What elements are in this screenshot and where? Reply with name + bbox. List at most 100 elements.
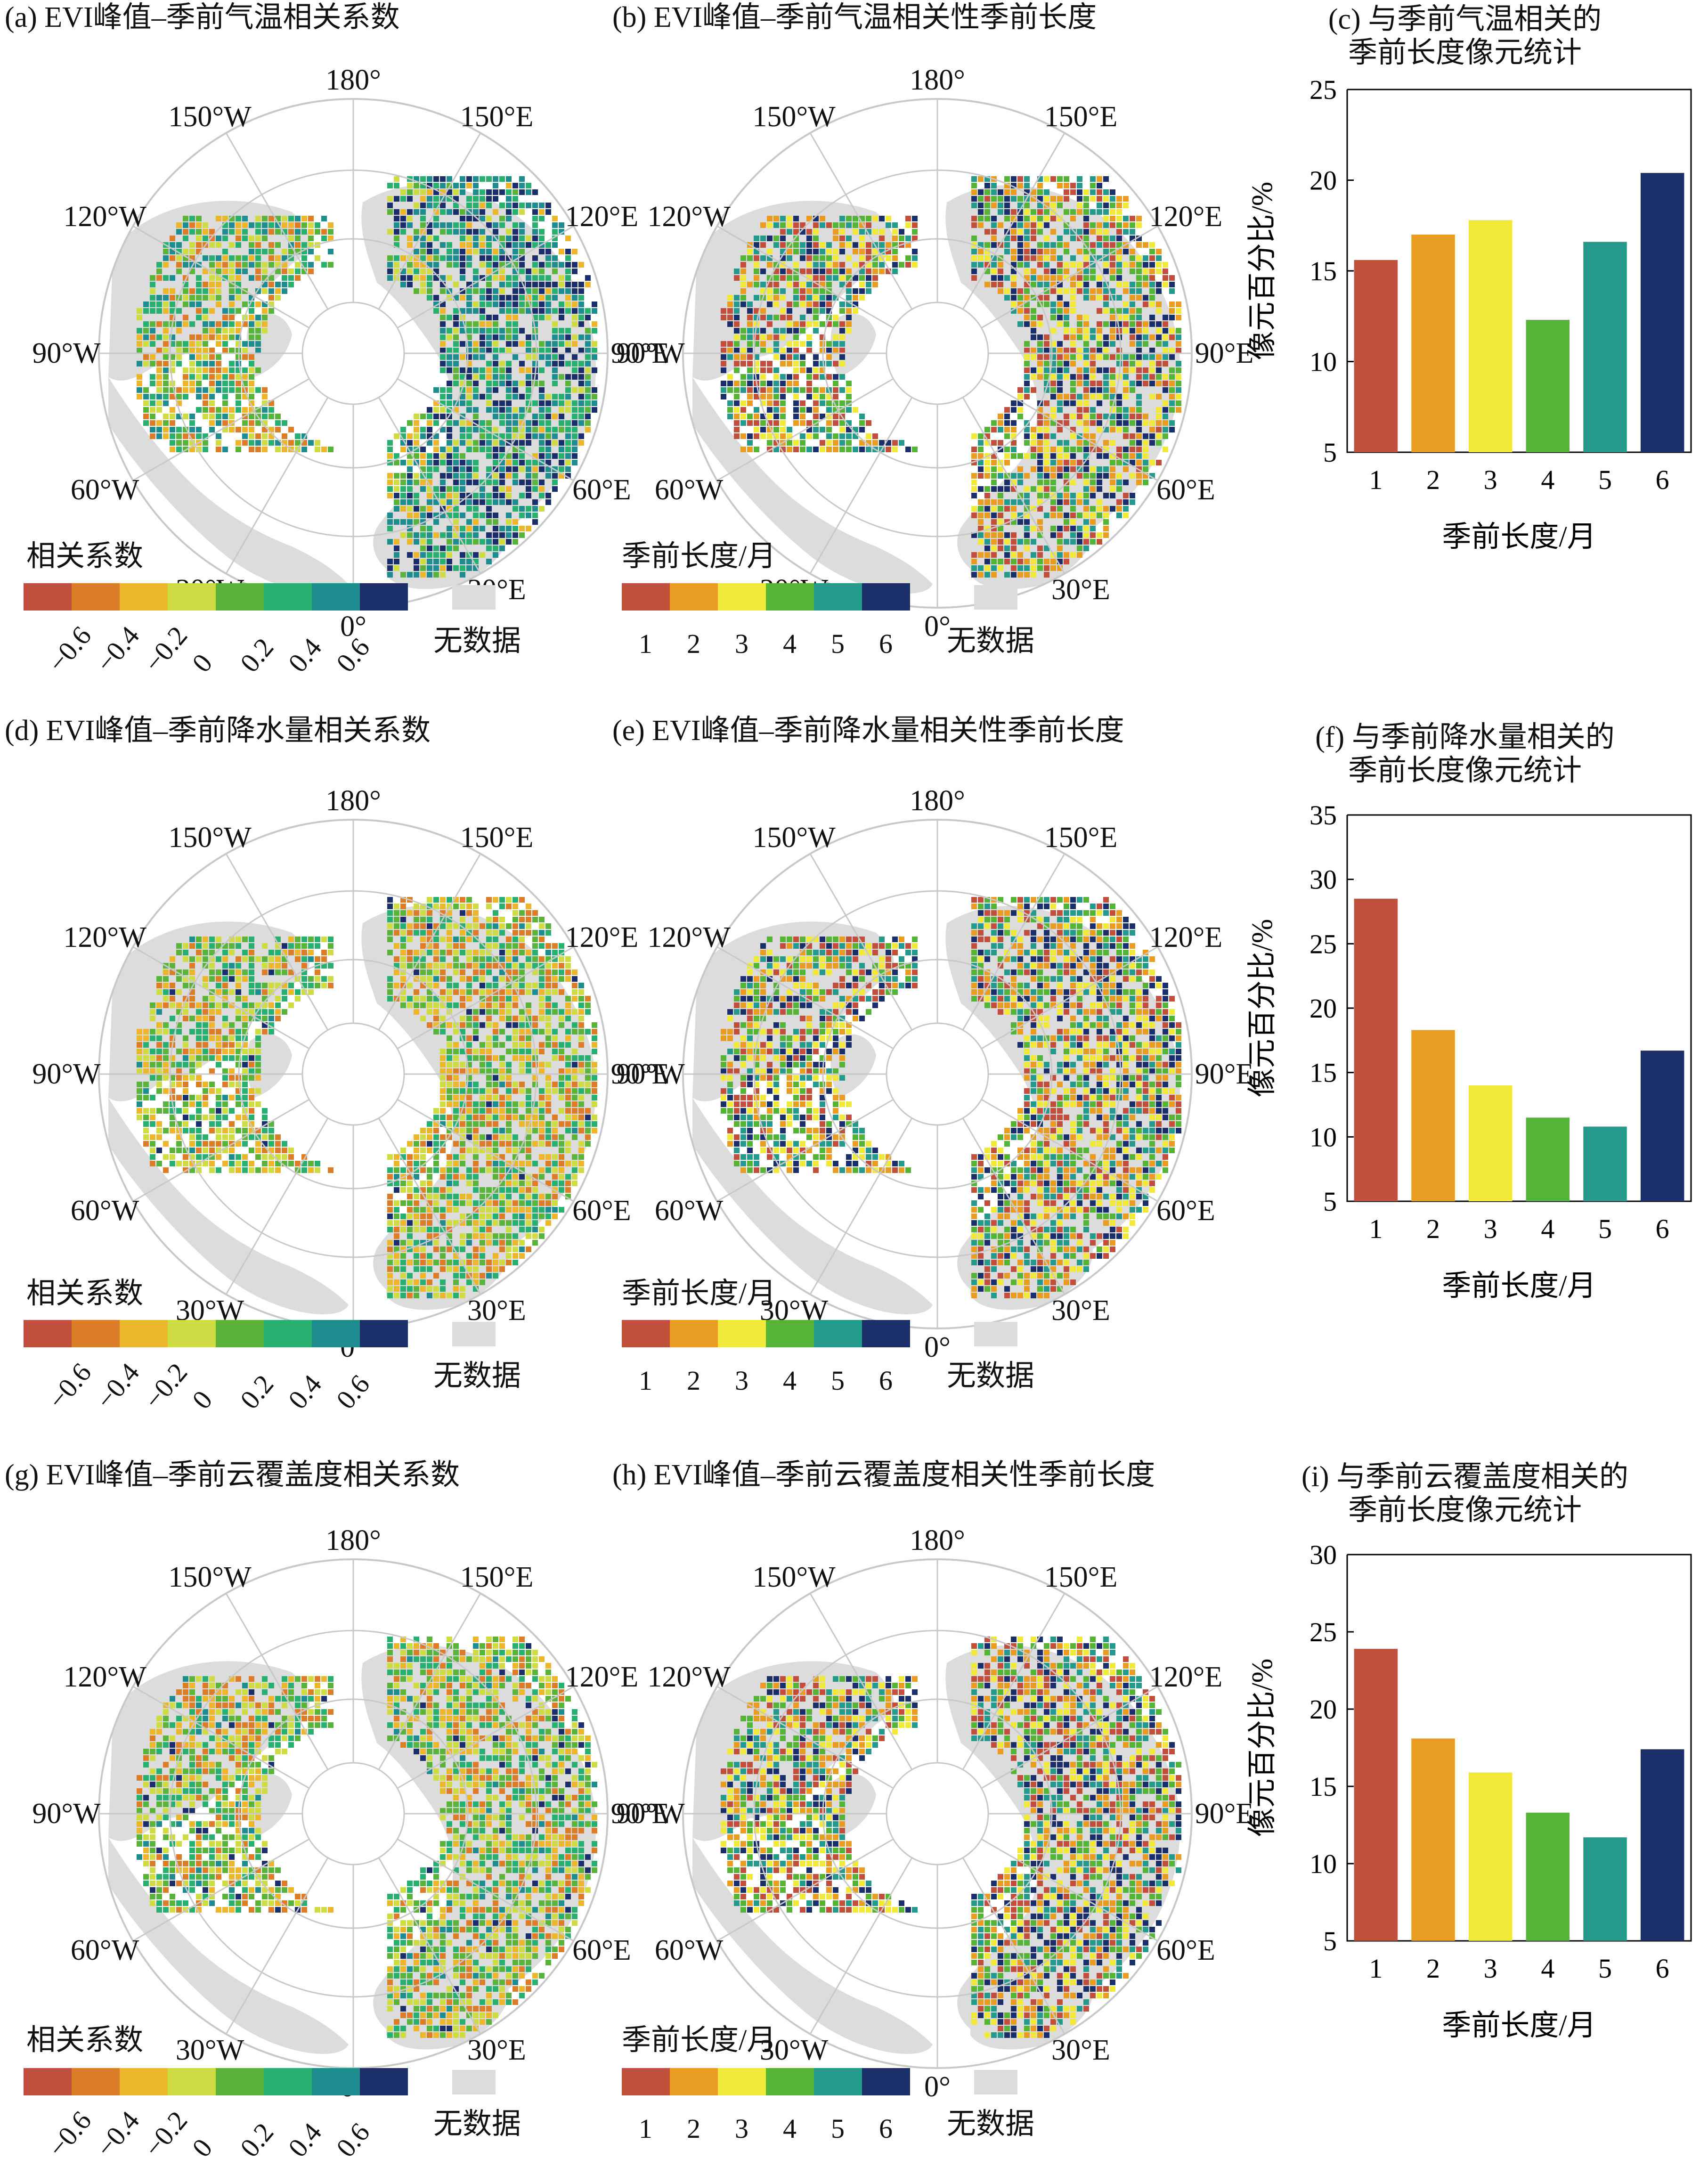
- corr-swatch-7: [312, 583, 360, 611]
- corr-tick-4: 0: [186, 648, 219, 678]
- corr-tick-1: −0.6: [41, 620, 98, 678]
- x-tick-label: 1: [1369, 1953, 1383, 1984]
- season-swatch-3: [718, 1320, 766, 1347]
- x-tick-label: 1: [1369, 464, 1383, 495]
- map-border: [682, 819, 1193, 1329]
- corr-tick-3: −0.2: [138, 1357, 194, 1415]
- season-color-bar-b: [622, 583, 910, 611]
- x-tick-label: 4: [1541, 1214, 1554, 1244]
- season-swatch-3: [718, 583, 766, 611]
- polar-map-svg: [682, 98, 1193, 609]
- chart-title-i-line1: (i) 与季前云覆盖度相关的: [1301, 1461, 1629, 1493]
- corr-tick-6: 0.4: [282, 632, 328, 678]
- map-label-180deg: 180°: [325, 1524, 381, 1556]
- data-pixels: [137, 897, 597, 1298]
- corr-swatch-8: [360, 583, 408, 611]
- map-label-150degE: 150°E: [1044, 100, 1118, 133]
- map-border: [682, 98, 1193, 609]
- season-tick-6: 6: [879, 628, 893, 659]
- chart-title-c-line2: 季前长度像元统计: [1348, 37, 1582, 69]
- y-tick-label: 15: [1309, 256, 1337, 286]
- corr-tick-3: −0.2: [138, 2105, 194, 2163]
- corr-tick-6: 0.4: [282, 1369, 328, 1415]
- nodata-label-b: 无数据: [947, 625, 1035, 657]
- map-label-30degE: 30°E: [1051, 2034, 1110, 2067]
- plot-frame: [1346, 89, 1692, 453]
- chart-title-c-line1: (c) 与季前气温相关的: [1328, 3, 1602, 35]
- polar-map-svg: [682, 819, 1193, 1329]
- y-tick-label: 35: [1309, 800, 1337, 831]
- map-label-150degE: 150°E: [460, 1561, 534, 1593]
- map-title-a: (a) EVI峰值–季前气温相关系数: [5, 1, 400, 33]
- corr-swatch-3: [120, 583, 168, 611]
- season-color-bar-e: [622, 1320, 910, 1347]
- season-swatch-2: [670, 2068, 718, 2095]
- y-tick-label: 15: [1309, 1771, 1337, 1802]
- map-label-90degW: 90°W: [616, 337, 685, 369]
- map-label-150degW: 150°W: [752, 100, 836, 133]
- corr-tick-1: −0.6: [41, 2105, 98, 2163]
- map-label-90degW: 90°W: [616, 1798, 685, 1830]
- bar-4: [1526, 319, 1570, 452]
- map-title-h: (h) EVI峰值–季前云覆盖度相关性季前长度: [612, 1459, 1155, 1491]
- bar-6: [1640, 1051, 1684, 1201]
- x-tick-label: 5: [1598, 1953, 1612, 1984]
- bar-2: [1411, 235, 1455, 452]
- map-label-120degE: 120°E: [565, 1661, 639, 1693]
- land-area: [108, 1098, 349, 1314]
- y-tick-label: 5: [1323, 437, 1337, 468]
- polar-map-a: [94, 94, 612, 612]
- map-label-0deg: 0°: [340, 611, 366, 643]
- season-tick-6: 6: [879, 1365, 893, 1396]
- x-tick-label: 2: [1426, 1953, 1440, 1984]
- y-tick-label: 15: [1309, 1058, 1337, 1088]
- polar-map-svg: [98, 98, 609, 609]
- nodata-label-e: 无数据: [947, 1360, 1035, 1392]
- season-swatch-1: [622, 583, 670, 611]
- nodata-label-h: 无数据: [947, 2108, 1035, 2140]
- map-label-0deg: 0°: [924, 1331, 951, 1363]
- bar-3: [1468, 1772, 1513, 1941]
- season-tick-4: 4: [783, 2113, 797, 2144]
- map-label-150degW: 150°W: [168, 100, 252, 133]
- map-label-60degE: 60°E: [1156, 1195, 1215, 1227]
- map-label-120degE: 120°E: [1149, 1661, 1223, 1693]
- season-swatch-3: [718, 2068, 766, 2095]
- season-swatch-6: [862, 2068, 910, 2095]
- graticule: [682, 98, 1193, 609]
- bar-2: [1411, 1738, 1455, 1941]
- y-axis-label: 像元百分比/%: [1246, 1659, 1278, 1837]
- map-label-180deg: 180°: [325, 64, 381, 96]
- corr-tick-2: −0.4: [89, 2105, 146, 2163]
- y-tick-label: 5: [1323, 1186, 1337, 1217]
- corr-swatch-3: [120, 2068, 168, 2095]
- x-axis-label: 季前长度/月: [1442, 2010, 1596, 2042]
- map-label-60degW: 60°W: [654, 474, 724, 506]
- y-tick-label: 10: [1309, 1122, 1337, 1152]
- map-label-30degE: 30°E: [467, 1295, 526, 1327]
- data-pixels: [137, 1637, 597, 2038]
- map-label-90degE: 90°E: [1195, 1058, 1254, 1090]
- legend-title-b: 季前长度/月: [622, 540, 776, 572]
- legend-title-d: 相关系数: [26, 1278, 144, 1310]
- bar-chart-i: 5 10 15 20 25 30 1 2 3 4 5 6 季前长度/月 像元百分比/%: [1246, 1540, 1692, 2042]
- corr-swatch-5: [216, 583, 264, 611]
- corr-tick-5: 0.2: [234, 1369, 280, 1415]
- season-tick-4: 4: [783, 628, 797, 659]
- corr-swatch-1: [24, 2068, 72, 2095]
- map-label-120degE: 120°E: [565, 201, 639, 233]
- map-label-60degE: 60°E: [572, 1934, 631, 1966]
- season-swatch-6: [862, 583, 910, 611]
- corr-swatch-7: [312, 1320, 360, 1347]
- corr-swatch-6: [264, 1320, 312, 1347]
- map-title-e: (e) EVI峰值–季前降水量相关性季前长度: [612, 715, 1124, 747]
- map-label-30degE: 30°E: [1051, 574, 1110, 606]
- season-tick-4: 4: [783, 1365, 797, 1396]
- season-color-bar-h: [622, 2068, 910, 2095]
- y-tick-label: 10: [1309, 1849, 1337, 1879]
- map-label-120degW: 120°W: [647, 921, 731, 953]
- y-tick-label: 5: [1323, 1926, 1337, 1956]
- corr-swatch-5: [216, 2068, 264, 2095]
- season-swatch-1: [622, 1320, 670, 1347]
- polar-map-g: [94, 1555, 612, 2073]
